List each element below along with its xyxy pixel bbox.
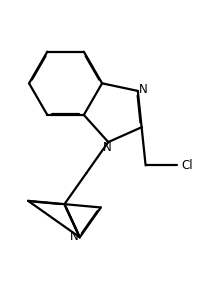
- Text: N: N: [103, 141, 112, 154]
- Text: N: N: [139, 83, 148, 96]
- Text: N: N: [70, 230, 78, 243]
- Text: Cl: Cl: [181, 159, 193, 172]
